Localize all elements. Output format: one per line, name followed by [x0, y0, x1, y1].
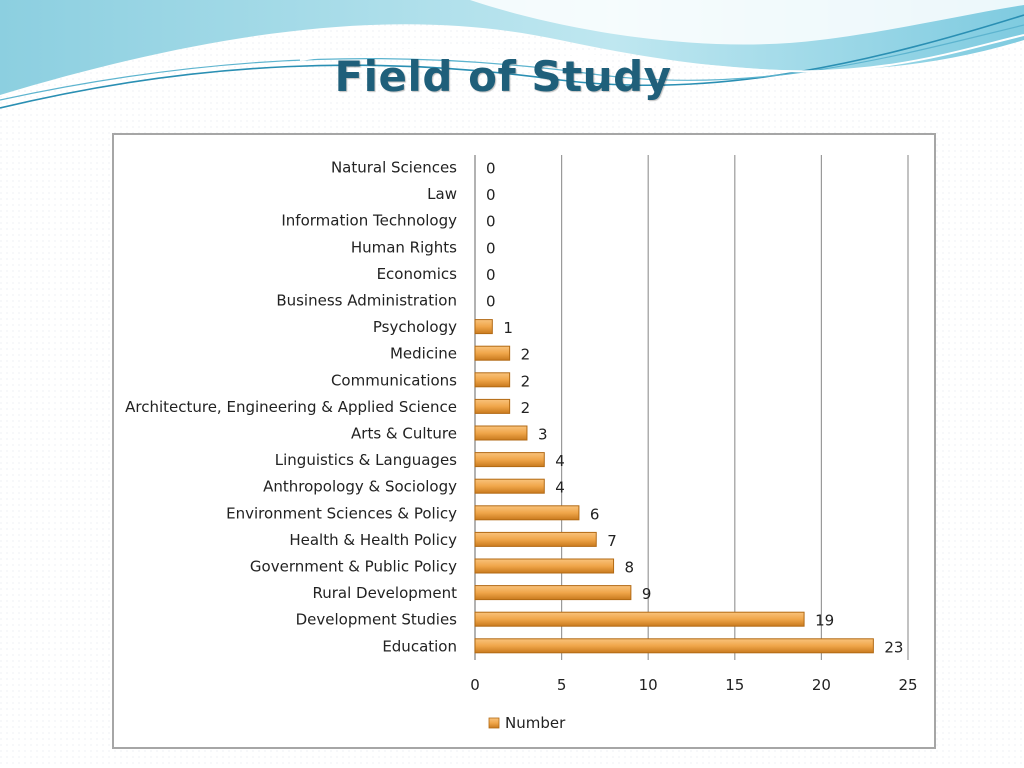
category-label-business-administration: Business Administration: [276, 292, 457, 310]
value-label-environment-sciences-and-policy: 6: [590, 505, 600, 523]
bar-arts-and-culture: [474, 425, 528, 441]
category-label-development-studies: Development Studies: [296, 611, 458, 629]
value-label-economics: 0: [486, 266, 496, 284]
category-label-natural-sciences: Natural Sciences: [331, 159, 457, 177]
x-tick-label-15: 15: [725, 676, 744, 694]
x-tick-label-10: 10: [639, 676, 658, 694]
header-wave-line-3: [299, 34, 1024, 73]
bar-anthropology-and-sociology: [474, 478, 545, 494]
x-tick-label-5: 5: [557, 676, 567, 694]
legend-swatch: [488, 717, 500, 729]
value-label-development-studies: 19: [815, 612, 834, 630]
x-axis-ticks: 0 5 10 15 20 25: [470, 676, 917, 694]
category-label-architecture-engineering-and-applied-science: Architecture, Engineering & Applied Scie…: [125, 398, 457, 416]
bars: [474, 319, 874, 654]
bar-medicine: [474, 345, 511, 361]
value-label-communications: 2: [521, 372, 531, 390]
value-label-government-and-public-policy: 8: [625, 559, 635, 577]
bar-education: [474, 638, 874, 654]
header-wave-line-2: [0, 24, 1024, 101]
header-wave-line-1: [0, 14, 1024, 109]
category-label-communications: Communications: [331, 371, 457, 389]
category-label-economics: Economics: [377, 265, 458, 283]
bar-environment-sciences-and-policy: [474, 505, 580, 521]
value-label-rural-development: 9: [642, 585, 652, 603]
value-label-health-and-health-policy: 7: [607, 532, 617, 550]
category-label-information-technology: Information Technology: [281, 212, 457, 230]
value-label-business-administration: 0: [486, 293, 496, 311]
value-label-natural-sciences: 0: [486, 160, 496, 178]
category-label-education: Education: [382, 637, 457, 655]
category-label-linguistics-and-languages: Linguistics & Languages: [275, 451, 457, 469]
gridlines: [474, 155, 909, 660]
value-label-human-rights: 0: [486, 239, 496, 257]
bar-linguistics-and-languages: [474, 452, 545, 468]
value-label-medicine: 2: [521, 346, 531, 364]
value-label-law: 0: [486, 186, 496, 204]
bar-psychology: [474, 319, 493, 335]
header-wave-white: [470, 0, 1024, 45]
value-label-psychology: 1: [503, 319, 513, 337]
value-label-education: 23: [884, 638, 903, 656]
category-label-arts-and-culture: Arts & Culture: [351, 425, 457, 443]
bar-architecture-engineering-and-applied-science: [474, 398, 511, 414]
bar-health-and-health-policy: [474, 531, 597, 547]
category-label-law: Law: [427, 185, 457, 203]
slide-title: Field of Study: [334, 52, 672, 101]
category-label-human-rights: Human Rights: [351, 238, 457, 256]
value-label-arts-and-culture: 3: [538, 426, 548, 444]
category-label-psychology: Psychology: [373, 318, 457, 336]
category-label-medicine: Medicine: [390, 345, 457, 363]
bar-government-and-public-policy: [474, 558, 615, 574]
category-label-environment-sciences-and-policy: Environment Sciences & Policy: [226, 504, 457, 522]
category-label-health-and-health-policy: Health & Health Policy: [289, 531, 457, 549]
x-tick-label-0: 0: [470, 676, 480, 694]
x-tick-label-20: 20: [812, 676, 831, 694]
value-label-information-technology: 0: [486, 213, 496, 231]
legend-label-number: Number: [505, 714, 566, 732]
category-label-government-and-public-policy: Government & Public Policy: [250, 558, 457, 576]
category-label-anthropology-and-sociology: Anthropology & Sociology: [263, 478, 457, 496]
x-tick-label-25: 25: [898, 676, 917, 694]
category-labels: Natural Sciences Law Information Technolog…: [125, 159, 457, 656]
value-label-linguistics-and-languages: 4: [555, 452, 565, 470]
value-label-anthropology-and-sociology: 4: [555, 479, 565, 497]
bar-development-studies: [474, 611, 805, 627]
legend: Number: [488, 714, 566, 732]
category-label-rural-development: Rural Development: [312, 584, 457, 602]
bar-communications: [474, 372, 511, 388]
value-label-architecture-engineering-and-applied-science: 2: [521, 399, 531, 417]
bar-rural-development: [474, 585, 632, 601]
